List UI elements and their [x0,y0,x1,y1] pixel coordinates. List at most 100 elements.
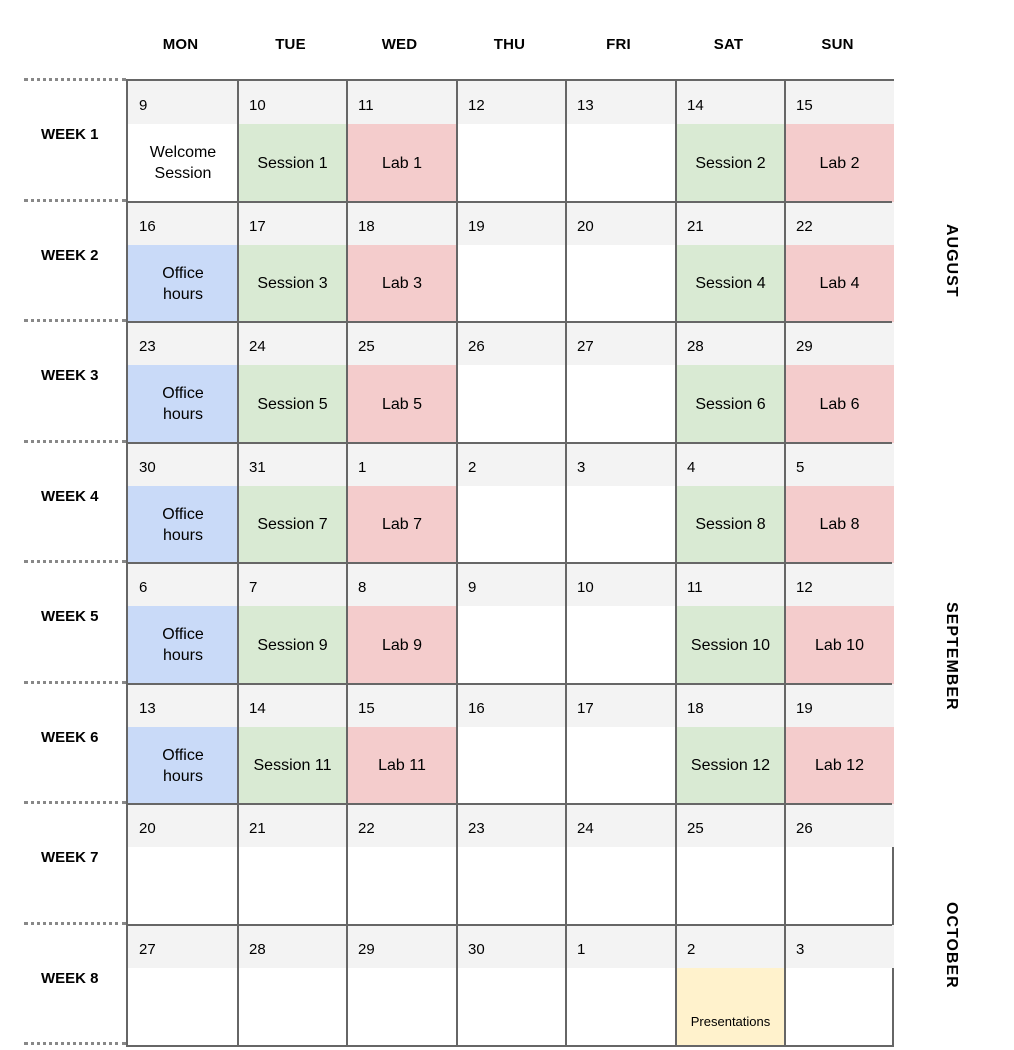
day-cell[interactable]: 19 [457,202,566,322]
lab-event[interactable]: Lab 4 [785,245,894,322]
date-strip: 16 [128,202,238,245]
office-hours-event[interactable]: Office hours [128,365,238,443]
session-event[interactable]: Session 6 [676,365,785,443]
day-cell[interactable]: 11 Session 10 [676,563,785,684]
date-number: 13 [577,97,594,114]
day-cell[interactable]: 15 Lab 2 [785,81,894,202]
day-cell[interactable]: 22 [347,804,457,925]
day-cell[interactable]: 10 Session 1 [238,81,347,202]
day-cell[interactable]: 27 [566,322,676,443]
lab-event[interactable]: Lab 5 [347,365,457,443]
day-cell[interactable]: 24 Session 5 [238,322,347,443]
office-hours-event[interactable]: Office hours [128,245,238,322]
day-cell[interactable]: 22 Lab 4 [785,202,894,322]
date-number: 21 [249,820,266,837]
day-cell[interactable]: 24 [566,804,676,925]
day-cell[interactable]: 23 [457,804,566,925]
day-cell[interactable]: 17 [566,684,676,804]
day-cell[interactable]: 8 Lab 9 [347,563,457,684]
session-event[interactable]: Session 10 [676,606,785,684]
day-cell[interactable]: 28 [238,925,347,1045]
session-event[interactable]: Session 5 [238,365,347,443]
day-cell[interactable]: 21 [238,804,347,925]
day-cell[interactable]: 20 [566,202,676,322]
lab-event[interactable]: Lab 11 [347,727,457,804]
office-hours-event[interactable]: Office hours [128,606,238,684]
session-event[interactable]: Session 4 [676,245,785,322]
day-cell[interactable]: 17 Session 3 [238,202,347,322]
day-cell[interactable]: 18 Lab 3 [347,202,457,322]
day-cell[interactable]: 19 Lab 12 [785,684,894,804]
day-cell[interactable]: 30 [457,925,566,1045]
session-event[interactable]: Session 9 [238,606,347,684]
day-cell[interactable]: 13 [566,81,676,202]
date-strip: 28 [676,322,785,365]
day-cell[interactable]: 29 [347,925,457,1045]
day-cell[interactable]: 4 Session 8 [676,443,785,563]
session-event[interactable]: Session 7 [238,486,347,563]
session-event[interactable]: Session 12 [676,727,785,804]
column-divider [675,81,677,1045]
day-cell[interactable]: 11 Lab 1 [347,81,457,202]
day-cell[interactable]: 30 Office hours [128,443,238,563]
day-cell[interactable]: 12 [457,81,566,202]
day-cell[interactable]: 12 Lab 10 [785,563,894,684]
day-cell[interactable]: 21 Session 4 [676,202,785,322]
session-event[interactable]: Session 2 [676,124,785,202]
week-label: WEEK 2 [41,247,99,264]
day-cell[interactable]: 28 Session 6 [676,322,785,443]
welcome-session-event[interactable]: Welcome Session [128,124,238,202]
day-cell[interactable]: 14 Session 2 [676,81,785,202]
lab-event[interactable]: Lab 3 [347,245,457,322]
session-event[interactable]: Session 1 [238,124,347,202]
lab-event[interactable]: Lab 2 [785,124,894,202]
day-cell[interactable]: 15 Lab 11 [347,684,457,804]
presentations-event[interactable]: Presentations [676,968,785,1045]
day-cell[interactable]: 29 Lab 6 [785,322,894,443]
day-cell[interactable]: 10 [566,563,676,684]
day-cell[interactable]: 20 [128,804,238,925]
day-cell[interactable]: 16 [457,684,566,804]
event-label: Session 12 [690,757,771,774]
office-hours-event[interactable]: Office hours [128,727,238,804]
lab-event[interactable]: Lab 9 [347,606,457,684]
day-cell[interactable]: 18 Session 12 [676,684,785,804]
event-label: Office hours [162,746,204,785]
day-cell[interactable]: 26 [785,804,894,925]
day-cell[interactable]: 31 Session 7 [238,443,347,563]
day-cell[interactable]: 25 [676,804,785,925]
day-cell[interactable]: 25 Lab 5 [347,322,457,443]
day-cell[interactable]: 9 [457,563,566,684]
session-event[interactable]: Session 8 [676,486,785,563]
day-header-sat: SAT [713,36,744,53]
day-cell[interactable]: 1 Lab 7 [347,443,457,563]
lab-event[interactable]: Lab 12 [785,727,894,804]
day-cell[interactable]: 6 Office hours [128,563,238,684]
day-cell[interactable]: 3 [785,925,894,1045]
day-cell[interactable]: 3 [566,443,676,563]
session-event[interactable]: Session 11 [238,727,347,804]
day-cell[interactable]: 26 [457,322,566,443]
day-cell[interactable]: 7 Session 9 [238,563,347,684]
day-cell[interactable]: 5 Lab 8 [785,443,894,563]
date-number: 8 [358,579,367,596]
lab-event[interactable]: Lab 1 [347,124,457,202]
lab-event[interactable]: Lab 8 [785,486,894,563]
day-cell[interactable]: 23 Office hours [128,322,238,443]
day-cell[interactable]: 16 Office hours [128,202,238,322]
day-cell[interactable]: 2 Presentations [676,925,785,1045]
day-cell[interactable]: 9 Welcome Session [128,81,238,202]
lab-event[interactable]: Lab 7 [347,486,457,563]
lab-event[interactable]: Lab 6 [785,365,894,443]
session-event[interactable]: Session 3 [238,245,347,322]
day-cell[interactable]: 2 [457,443,566,563]
day-cell[interactable]: 13 Office hours [128,684,238,804]
date-strip: 30 [457,925,566,968]
lab-event[interactable]: Lab 10 [785,606,894,684]
day-cell[interactable]: 27 [128,925,238,1045]
day-cell[interactable]: 14 Session 11 [238,684,347,804]
day-cell[interactable]: 1 [566,925,676,1045]
month-label-september: SEPTEMBER [943,602,960,711]
office-hours-event[interactable]: Office hours [128,486,238,563]
date-number: 18 [687,700,704,717]
